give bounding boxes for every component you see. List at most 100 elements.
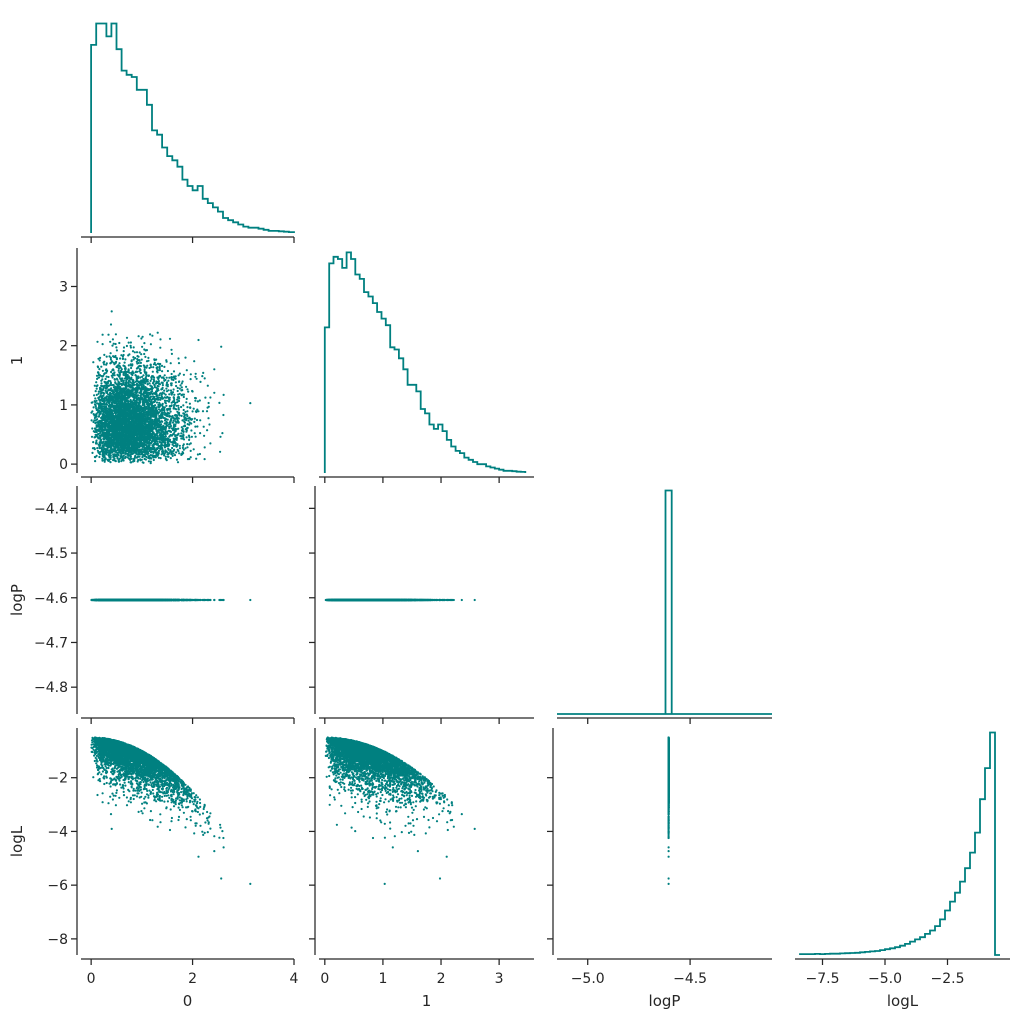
scatter-point: [147, 388, 150, 392]
scatter-point: [146, 364, 149, 367]
scatter-point: [159, 413, 163, 417]
scatter-point: [149, 402, 152, 406]
scatter-point: [108, 421, 111, 424]
scatter-point: [147, 356, 150, 359]
scatter-point: [175, 458, 179, 461]
scatter-point: [140, 353, 143, 356]
scatter-point: [133, 401, 137, 404]
scatter-point: [160, 426, 163, 429]
scatter-point: [109, 340, 112, 343]
scatter-point: [163, 392, 166, 395]
scatter-point: [111, 338, 114, 341]
scatter-point: [115, 411, 118, 414]
scatter-point: [187, 390, 190, 393]
scatter-point: [154, 404, 157, 407]
scatter-point: [127, 412, 131, 415]
scatter-point: [199, 432, 202, 435]
scatter-point: [169, 362, 172, 365]
scatter-point: [184, 447, 187, 450]
scatter-point: [98, 395, 101, 398]
scatter-point: [198, 452, 201, 456]
scatter-point: [165, 414, 168, 417]
scatter-point: [196, 400, 199, 403]
scatter-point: [96, 340, 99, 343]
scatter-point: [114, 402, 117, 405]
scatter-point: [100, 417, 103, 420]
scatter-point: [107, 418, 110, 421]
scatter-point: [102, 394, 105, 397]
scatter-point: [170, 452, 173, 456]
scatter-point: [126, 390, 129, 393]
scatter-point: [129, 381, 132, 384]
scatter-point: [208, 423, 211, 426]
scatter-point: [114, 385, 117, 388]
scatter-point: [140, 434, 143, 437]
scatter-point: [103, 417, 106, 420]
scatter-point: [119, 415, 122, 418]
scatter-point: [95, 413, 98, 416]
scatter-point: [186, 446, 189, 449]
scatter-point: [109, 356, 112, 359]
scatter-point: [172, 437, 176, 441]
scatter-point: [92, 441, 95, 444]
scatter-point: [98, 386, 102, 389]
scatter-point: [164, 412, 167, 415]
scatter-point: [148, 400, 151, 403]
scatter-point: [168, 435, 171, 438]
scatter-point: [115, 357, 118, 360]
scatter-point: [163, 406, 166, 409]
scatter-point: [135, 392, 138, 395]
scatter-point: [124, 382, 127, 385]
scatter-point: [144, 389, 147, 393]
scatter-point: [164, 430, 167, 433]
scatter-point: [183, 413, 186, 417]
scatter-point: [135, 452, 138, 455]
scatter-point: [93, 455, 96, 459]
scatter-point: [153, 398, 156, 401]
scatter-point: [131, 418, 134, 422]
scatter-point: [132, 396, 135, 399]
scatter-point: [101, 425, 104, 429]
scatter-point: [140, 379, 143, 382]
scatter-point: [128, 420, 131, 423]
scatter-point: [90, 411, 93, 414]
scatter-point: [182, 425, 185, 428]
scatter-point: [182, 444, 185, 447]
scatter-point: [152, 375, 155, 378]
scatter-point: [176, 443, 179, 446]
scatter-point: [95, 415, 98, 418]
scatter-point: [122, 382, 125, 385]
scatter-point: [176, 398, 179, 401]
scatter-point: [121, 420, 124, 423]
scatter-point: [207, 417, 210, 420]
scatter-point: [107, 441, 111, 444]
scatter-point: [160, 435, 163, 438]
scatter-point: [127, 364, 130, 367]
scatter-point: [139, 442, 142, 445]
scatter-point: [107, 424, 110, 427]
scatter-point: [121, 387, 124, 390]
scatter-point: [147, 395, 150, 398]
scatter-point: [137, 361, 140, 365]
scatter-point: [118, 365, 121, 368]
scatter-point: [95, 418, 98, 421]
scatter-point: [159, 446, 162, 449]
scatter-point: [145, 455, 148, 459]
scatter-point: [98, 455, 101, 459]
scatter-point: [109, 380, 112, 383]
scatter-point: [144, 450, 147, 454]
scatter-point: [137, 458, 140, 462]
scatter-point: [181, 451, 184, 454]
scatter-point: [99, 356, 102, 359]
scatter-point: [213, 391, 216, 394]
scatter-point: [143, 401, 146, 404]
scatter-point: [178, 447, 181, 450]
scatter-point: [163, 374, 166, 377]
scatter-point: [129, 386, 132, 389]
scatter-point: [145, 393, 148, 397]
scatter-point: [138, 382, 141, 385]
scatter-point: [185, 436, 188, 439]
scatter-point: [164, 439, 167, 442]
scatter-point: [164, 401, 167, 404]
scatter-point: [120, 354, 123, 357]
